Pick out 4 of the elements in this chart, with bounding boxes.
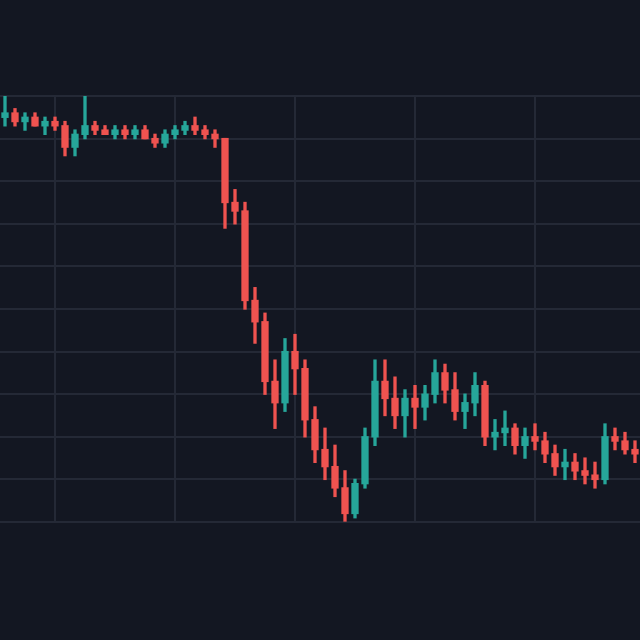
candlestick xyxy=(1,96,9,127)
candlestick xyxy=(21,112,29,131)
candlestick xyxy=(411,385,419,429)
candlestick xyxy=(561,448,569,481)
